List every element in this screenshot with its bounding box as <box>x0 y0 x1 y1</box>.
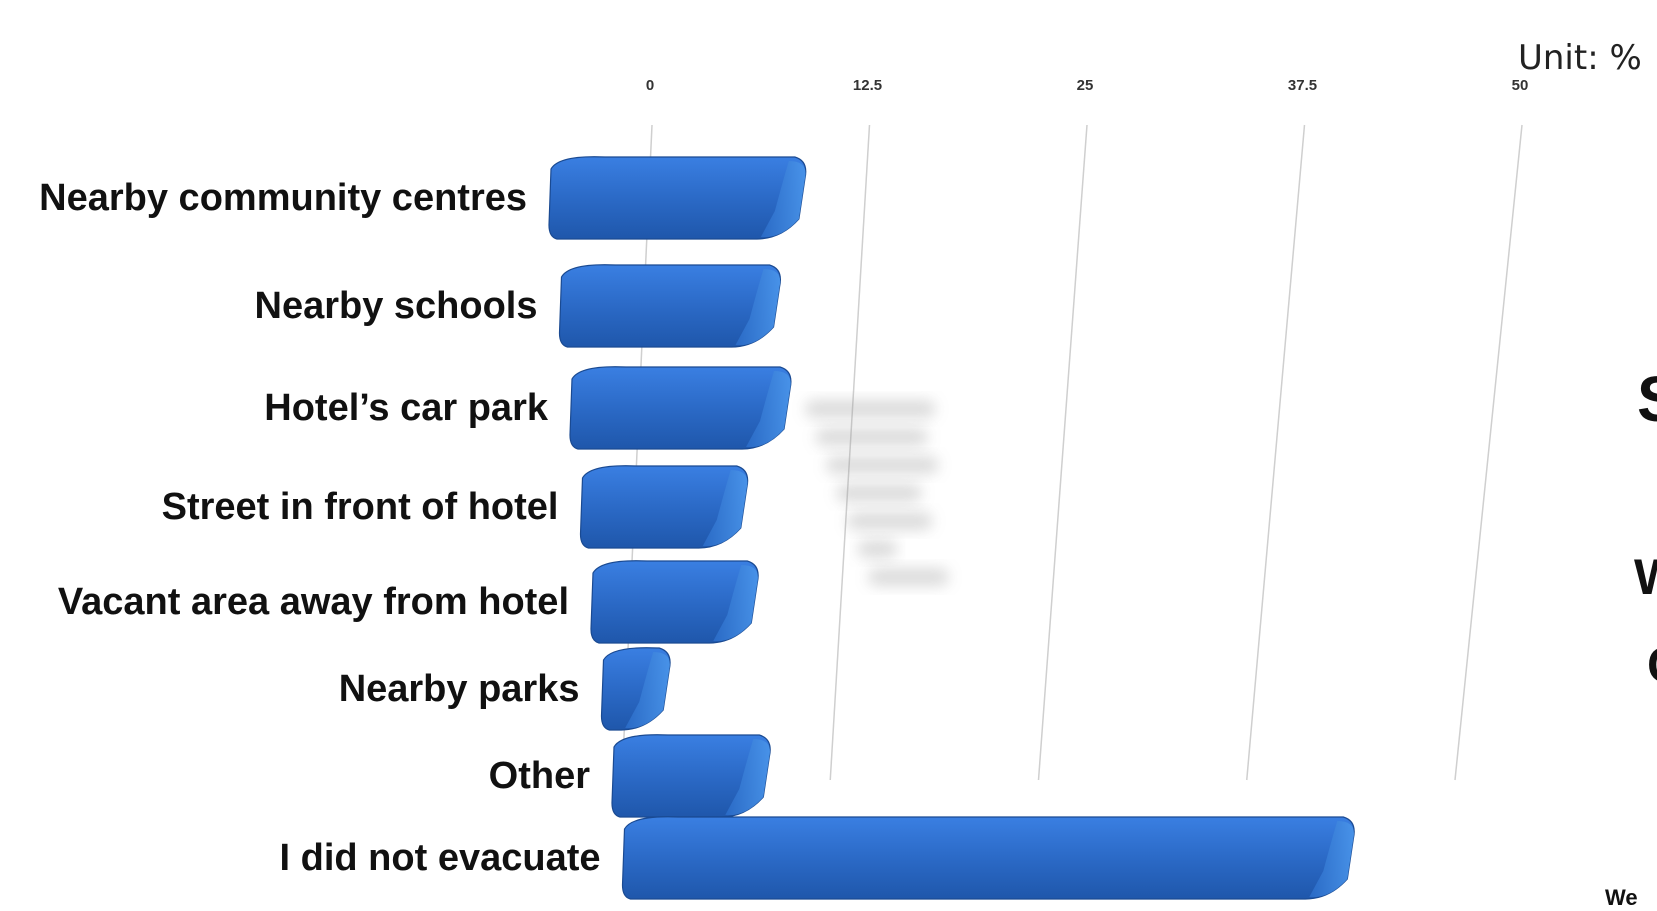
x-axis-ticks: 0 12.5 25 37.5 50 <box>646 77 1529 94</box>
bar-shadow <box>868 568 949 586</box>
side-text-fragment: S <box>1637 362 1657 436</box>
unit-label: Unit: % <box>1518 38 1642 78</box>
side-text-fragment: We <box>1605 885 1638 910</box>
category-labels: Nearby community centres Nearby schools Ho… <box>39 177 600 879</box>
category-label: Nearby community centres <box>39 177 527 219</box>
bars <box>548 156 1355 900</box>
grid-line <box>1454 124 1523 781</box>
bar <box>621 816 1355 900</box>
grid-line <box>1037 124 1088 781</box>
bar-shadow <box>847 512 933 530</box>
x-tick-label: 50 <box>1512 77 1529 94</box>
x-tick-label: 0 <box>646 77 654 94</box>
bar-shadow <box>826 456 939 474</box>
category-label: Other <box>489 755 591 797</box>
category-label: Hotel’s car park <box>264 387 549 429</box>
grid-line <box>829 124 871 781</box>
category-label: Vacant area away from hotel <box>58 581 569 623</box>
bar-end-cap <box>735 269 781 346</box>
bar-end-cap <box>746 371 791 448</box>
bar-end-cap <box>1309 821 1354 898</box>
side-text-fragment: C <box>1647 636 1657 694</box>
category-label: Nearby schools <box>255 285 538 327</box>
bar-end-cap <box>625 652 670 729</box>
bar-shadow <box>836 484 922 502</box>
bar-end-cap <box>702 470 748 547</box>
category-label: I did not evacuate <box>280 837 601 879</box>
bar-shadow <box>815 428 928 446</box>
bar-shadow <box>805 400 936 418</box>
bar-shadow <box>857 540 898 558</box>
category-label: Street in front of hotel <box>162 486 559 528</box>
x-tick-label: 25 <box>1077 77 1094 94</box>
x-tick-label: 37.5 <box>1288 77 1317 94</box>
category-label: Nearby parks <box>339 668 580 710</box>
bar-shadows <box>805 400 949 586</box>
grid-line <box>1246 124 1306 781</box>
bar-end-cap <box>713 565 758 642</box>
bar-end-cap <box>760 161 806 238</box>
x-tick-label: 12.5 <box>853 77 882 94</box>
side-text-fragment: W <box>1634 548 1657 606</box>
bar-end-cap <box>725 739 770 816</box>
